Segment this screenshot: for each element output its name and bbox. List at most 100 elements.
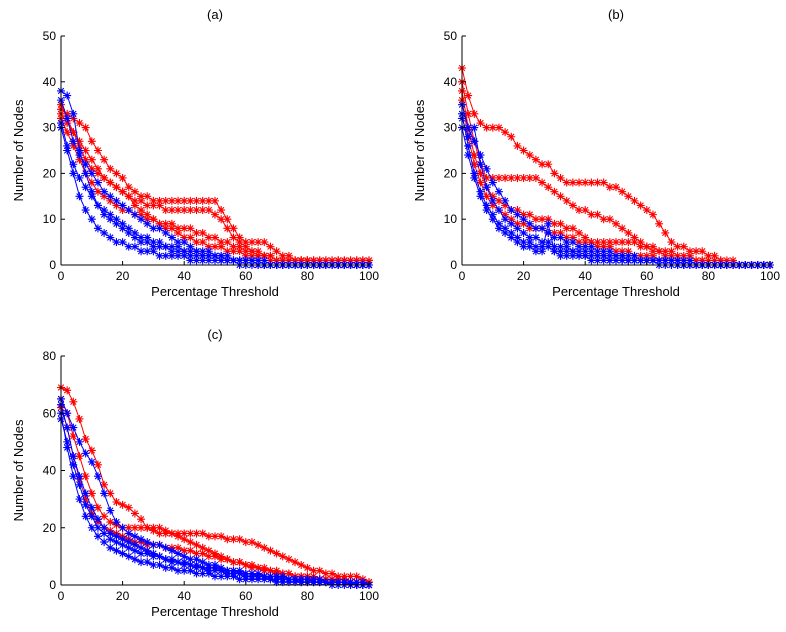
data-point: [556, 251, 565, 260]
data-point: [112, 497, 121, 506]
x-tick-label: 100: [760, 269, 780, 283]
data-point: [501, 128, 510, 137]
data-point: [124, 529, 133, 538]
data-point: [531, 173, 540, 182]
data-point: [130, 523, 139, 532]
data-point: [507, 206, 516, 215]
data-point: [476, 169, 485, 178]
data-point: [519, 228, 528, 237]
data-point: [605, 238, 614, 247]
data-point: [211, 251, 219, 260]
data-point: [69, 160, 78, 169]
data-point: [161, 228, 170, 237]
data-point: [710, 251, 719, 260]
data-point: [180, 546, 189, 555]
data-point: [75, 146, 84, 155]
data-point: [63, 128, 72, 137]
data-point: [241, 238, 250, 247]
data-point: [69, 109, 78, 118]
series-red: [57, 100, 373, 269]
data-point: [513, 233, 522, 242]
data-point: [186, 555, 195, 564]
data-point: [235, 256, 244, 265]
data-point: [137, 215, 146, 224]
data-point: [63, 114, 72, 123]
x-tick-label: 20: [116, 269, 130, 283]
data-point: [75, 141, 84, 150]
data-point: [605, 256, 614, 265]
data-point: [365, 256, 373, 265]
data-point: [519, 215, 528, 224]
data-point: [513, 224, 522, 233]
data-point: [612, 183, 620, 192]
data-point: [538, 242, 547, 251]
data-point: [69, 397, 78, 406]
data-point: [556, 192, 565, 201]
data-point: [143, 219, 152, 228]
data-point: [531, 215, 540, 224]
data-point: [334, 578, 343, 587]
data-point: [137, 247, 146, 256]
data-point: [550, 187, 559, 196]
data-point: [698, 247, 707, 256]
data-point: [328, 256, 337, 265]
data-point: [488, 215, 497, 224]
data-point: [315, 566, 324, 575]
data-point: [87, 512, 96, 521]
data-point: [272, 256, 281, 265]
data-point: [340, 578, 349, 587]
data-point: [229, 247, 238, 256]
data-point: [501, 228, 510, 237]
data-point: [223, 256, 232, 265]
y-tick-label: 60: [43, 406, 57, 420]
data-point: [562, 247, 571, 256]
data-point: [254, 572, 263, 581]
data-point: [562, 251, 571, 260]
data-point: [593, 256, 602, 265]
data-point: [149, 201, 158, 210]
data-point: [581, 247, 590, 256]
data-point: [100, 512, 109, 521]
data-point: [568, 247, 577, 256]
data-point: [69, 114, 78, 123]
data-point: [81, 160, 90, 169]
data-point: [149, 560, 158, 569]
data-point: [605, 247, 614, 256]
data-point: [112, 518, 121, 527]
data-point: [630, 233, 639, 242]
y-axis-label: Number of Nodes: [412, 99, 427, 201]
data-point: [482, 206, 491, 215]
data-point: [93, 515, 102, 524]
data-point: [303, 563, 312, 572]
plot-area: [57, 86, 373, 269]
data-point: [235, 575, 244, 584]
data-point: [63, 91, 72, 100]
data-point: [180, 224, 189, 233]
data-point: [186, 546, 195, 555]
data-point: [562, 242, 571, 251]
data-point: [130, 187, 139, 196]
data-point: [247, 560, 256, 569]
data-point: [272, 572, 281, 581]
data-point: [149, 215, 158, 224]
data-point: [167, 251, 176, 260]
x-axis-label: Percentage Threshold: [151, 604, 279, 619]
data-point: [87, 503, 96, 512]
data-point: [192, 549, 201, 558]
data-point: [507, 173, 516, 182]
data-point: [260, 543, 269, 552]
data-point: [204, 546, 213, 555]
data-point: [137, 210, 146, 219]
data-point: [174, 549, 183, 558]
data-point: [124, 192, 133, 201]
data-point: [470, 151, 479, 160]
data-point: [81, 435, 90, 444]
data-point: [241, 560, 250, 569]
data-point: [143, 233, 152, 242]
chart-title: (c): [207, 327, 222, 342]
x-tick-label: 80: [301, 269, 315, 283]
data-point: [112, 201, 121, 210]
data-point: [618, 187, 627, 196]
data-point: [204, 563, 213, 572]
data-point: [618, 238, 627, 247]
